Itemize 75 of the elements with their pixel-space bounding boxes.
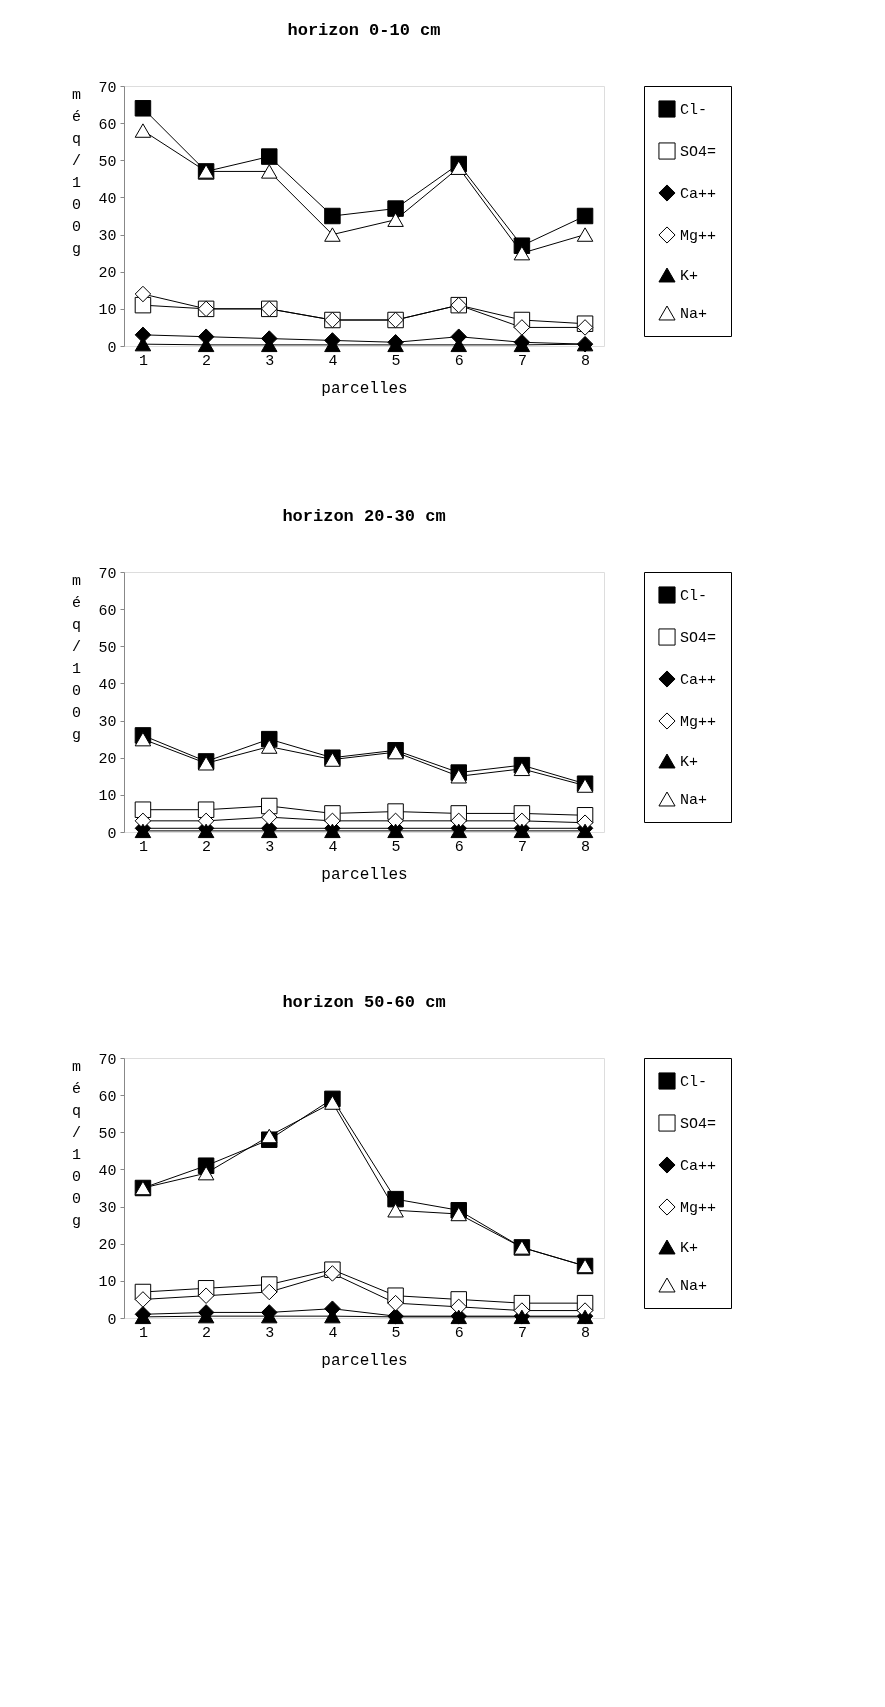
y-tick-label: 30 bbox=[98, 228, 117, 246]
y-tick-label: 0 bbox=[107, 339, 117, 357]
legend-label: K+ bbox=[680, 268, 699, 285]
legend-label: Na+ bbox=[680, 792, 708, 809]
x-tick-label: 3 bbox=[265, 1324, 275, 1342]
y-tick-label: 70 bbox=[98, 79, 117, 97]
legend-label: SO4= bbox=[680, 1116, 717, 1133]
y-axis-title: méq/100g bbox=[71, 86, 82, 258]
y-tick-label: 60 bbox=[98, 602, 117, 620]
y-tick-label: 50 bbox=[98, 639, 117, 657]
y-tick-label: 30 bbox=[98, 714, 117, 732]
x-tick-label: 7 bbox=[517, 838, 527, 856]
chart-title: horizon 50-60 cm bbox=[282, 993, 446, 1012]
legend-label: K+ bbox=[680, 1240, 699, 1257]
y-tick-label: 70 bbox=[98, 1051, 117, 1069]
y-tick-label: 70 bbox=[98, 565, 117, 583]
x-tick-label: 6 bbox=[454, 838, 464, 856]
x-tick-label: 3 bbox=[265, 838, 275, 856]
x-tick-label: 5 bbox=[391, 838, 401, 856]
y-tick-label: 60 bbox=[98, 1088, 117, 1106]
x-tick-label: 5 bbox=[391, 1324, 401, 1342]
x-axis-title: parcelles bbox=[321, 1351, 408, 1370]
y-tick-label: 20 bbox=[98, 265, 117, 283]
chart-title: horizon 20-30 cm bbox=[282, 507, 446, 526]
y-tick-label: 40 bbox=[98, 1162, 117, 1180]
legend-label: Na+ bbox=[680, 306, 708, 323]
x-tick-label: 5 bbox=[391, 352, 401, 370]
x-tick-label: 8 bbox=[581, 352, 591, 370]
legend-label: Ca++ bbox=[680, 186, 717, 203]
x-tick-label: 6 bbox=[454, 352, 464, 370]
y-axis-title: méq/100g bbox=[71, 1058, 82, 1230]
y-tick-label: 50 bbox=[98, 1125, 117, 1143]
x-tick-label: 2 bbox=[202, 838, 212, 856]
x-axis-title: parcelles bbox=[321, 379, 408, 398]
x-tick-label: 2 bbox=[202, 352, 212, 370]
x-axis-title: parcelles bbox=[321, 865, 408, 884]
y-tick-label: 60 bbox=[98, 116, 117, 134]
legend-label: Cl- bbox=[680, 102, 708, 119]
legend-label: Mg++ bbox=[680, 714, 717, 731]
legend-label: SO4= bbox=[680, 144, 717, 161]
x-tick-label: 7 bbox=[517, 352, 527, 370]
y-tick-label: 10 bbox=[98, 788, 117, 806]
y-tick-label: 20 bbox=[98, 751, 117, 769]
y-tick-label: 0 bbox=[107, 825, 117, 843]
x-tick-label: 1 bbox=[138, 838, 148, 856]
legend-label: Ca++ bbox=[680, 1158, 717, 1175]
x-tick-label: 4 bbox=[328, 838, 338, 856]
y-tick-label: 40 bbox=[98, 676, 117, 694]
x-tick-label: 4 bbox=[328, 1324, 338, 1342]
y-tick-label: 0 bbox=[107, 1311, 117, 1329]
x-tick-label: 8 bbox=[581, 838, 591, 856]
y-tick-label: 10 bbox=[98, 302, 117, 320]
x-tick-label: 7 bbox=[517, 1324, 527, 1342]
x-tick-label: 1 bbox=[138, 1324, 148, 1342]
y-tick-label: 20 bbox=[98, 1237, 117, 1255]
y-axis-title: méq/100g bbox=[71, 572, 82, 744]
legend-label: Mg++ bbox=[680, 228, 717, 245]
x-tick-label: 1 bbox=[138, 352, 148, 370]
y-tick-label: 10 bbox=[98, 1274, 117, 1292]
y-tick-label: 50 bbox=[98, 153, 117, 171]
y-tick-label: 40 bbox=[98, 190, 117, 208]
x-tick-label: 4 bbox=[328, 352, 338, 370]
x-tick-label: 6 bbox=[454, 1324, 464, 1342]
y-tick-label: 30 bbox=[98, 1200, 117, 1218]
x-tick-label: 3 bbox=[265, 352, 275, 370]
legend-label: Cl- bbox=[680, 588, 708, 605]
x-tick-label: 8 bbox=[581, 1324, 591, 1342]
x-tick-label: 2 bbox=[202, 1324, 212, 1342]
legend-label: Ca++ bbox=[680, 672, 717, 689]
chart-title: horizon 0-10 cm bbox=[287, 21, 441, 40]
legend-label: Cl- bbox=[680, 1074, 708, 1091]
legend-label: Mg++ bbox=[680, 1200, 717, 1217]
legend-label: Na+ bbox=[680, 1278, 708, 1295]
legend-label: K+ bbox=[680, 754, 699, 771]
legend-label: SO4= bbox=[680, 630, 717, 647]
